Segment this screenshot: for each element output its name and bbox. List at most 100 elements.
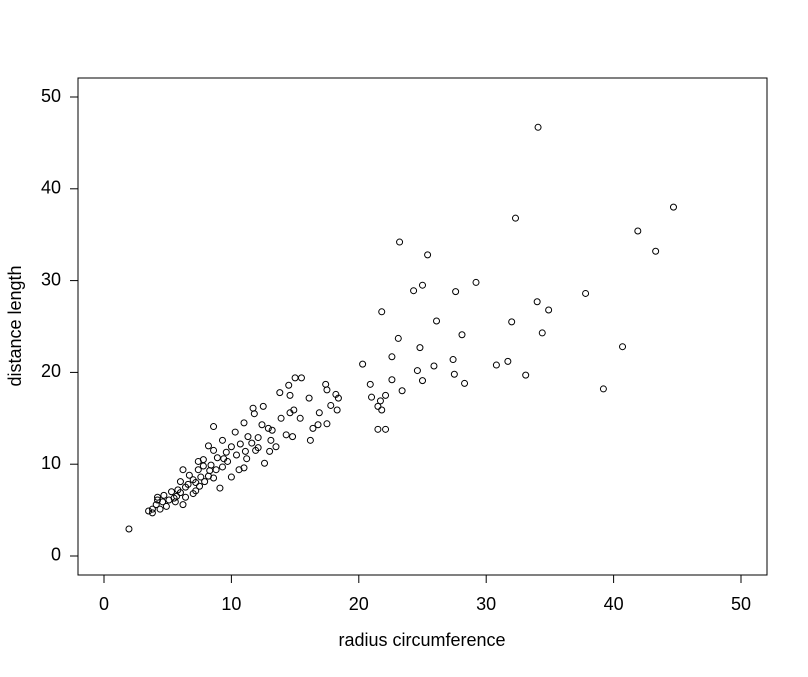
point xyxy=(222,448,230,456)
point xyxy=(212,466,220,474)
point xyxy=(176,489,184,497)
point xyxy=(267,436,275,444)
point xyxy=(314,421,322,429)
point xyxy=(220,455,228,463)
point xyxy=(450,370,458,378)
point xyxy=(410,287,418,295)
point xyxy=(315,409,323,417)
point xyxy=(264,424,272,432)
point xyxy=(334,394,342,402)
point xyxy=(232,451,240,459)
point xyxy=(394,334,402,342)
x-tick-label: 20 xyxy=(349,594,369,614)
point xyxy=(512,214,520,222)
point xyxy=(424,251,432,259)
point xyxy=(449,356,457,364)
x-tick-label: 0 xyxy=(99,594,109,614)
point xyxy=(290,406,298,414)
point xyxy=(196,482,204,490)
point xyxy=(162,502,170,510)
point xyxy=(154,493,161,501)
point xyxy=(236,440,244,448)
point xyxy=(266,447,274,455)
point xyxy=(194,466,202,474)
point xyxy=(199,462,207,470)
point xyxy=(538,329,546,337)
point xyxy=(168,488,176,496)
point xyxy=(218,436,226,444)
plot-box xyxy=(77,77,768,576)
y-tick-label: 0 xyxy=(51,545,61,565)
point xyxy=(182,493,190,501)
point xyxy=(176,478,184,486)
point xyxy=(309,424,317,432)
point xyxy=(634,227,642,235)
point xyxy=(248,439,256,447)
y-tick-label: 30 xyxy=(41,269,61,289)
point xyxy=(282,431,290,439)
point xyxy=(244,433,252,441)
point xyxy=(152,501,160,509)
point xyxy=(419,281,426,289)
point xyxy=(148,505,156,513)
point xyxy=(582,289,590,297)
point xyxy=(297,374,305,382)
point xyxy=(452,288,460,296)
point xyxy=(333,406,341,414)
point xyxy=(206,467,214,475)
point xyxy=(433,317,441,325)
point xyxy=(216,484,224,492)
point xyxy=(171,498,179,506)
x-tick-label: 50 xyxy=(731,594,751,614)
point xyxy=(240,419,248,427)
y-tick-label: 50 xyxy=(41,86,61,106)
x-tick-label: 10 xyxy=(221,594,241,614)
point xyxy=(210,446,218,454)
point xyxy=(268,426,276,434)
point xyxy=(241,447,249,455)
point xyxy=(323,386,331,394)
y-tick-label: 10 xyxy=(41,453,61,473)
point xyxy=(125,525,133,533)
point xyxy=(545,306,553,314)
point xyxy=(534,123,542,131)
point xyxy=(285,381,293,389)
point xyxy=(179,501,187,509)
point xyxy=(508,318,516,326)
point xyxy=(382,425,390,433)
point xyxy=(430,362,438,370)
point xyxy=(291,374,299,382)
point xyxy=(210,423,218,431)
point xyxy=(194,457,202,465)
point xyxy=(533,298,541,306)
point xyxy=(305,394,313,402)
point xyxy=(254,444,262,452)
point xyxy=(156,505,164,513)
point xyxy=(201,478,209,486)
point xyxy=(376,397,384,405)
point xyxy=(458,331,466,339)
point xyxy=(258,421,266,429)
point xyxy=(396,238,404,246)
point xyxy=(170,494,178,502)
point xyxy=(413,367,421,375)
point xyxy=(289,433,297,441)
point xyxy=(145,507,153,515)
point xyxy=(204,442,212,450)
y-axis-label: distance length xyxy=(5,265,25,386)
point xyxy=(272,443,280,451)
point xyxy=(306,436,314,444)
point xyxy=(388,376,396,384)
y-tick-label: 20 xyxy=(41,361,61,381)
point xyxy=(382,391,390,399)
point xyxy=(322,380,330,388)
point xyxy=(388,353,396,361)
point xyxy=(619,343,627,351)
point xyxy=(522,371,530,379)
point xyxy=(276,389,284,397)
point xyxy=(227,443,235,451)
point xyxy=(148,509,156,517)
point xyxy=(472,278,480,286)
point xyxy=(261,459,269,467)
point xyxy=(286,391,294,399)
